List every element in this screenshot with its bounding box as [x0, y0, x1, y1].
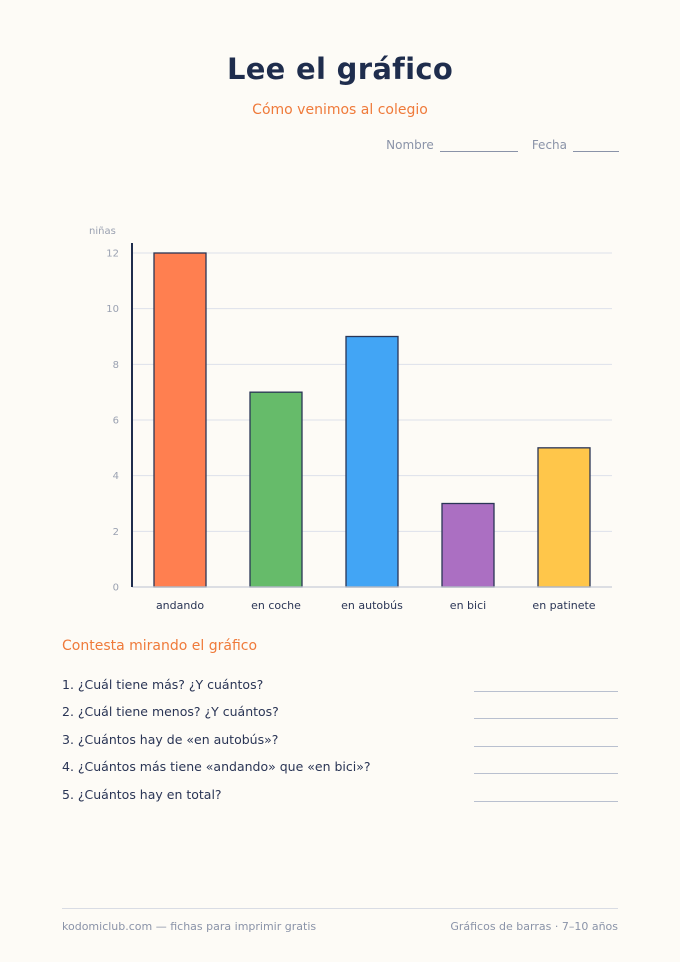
- footer-divider: [62, 908, 618, 909]
- bar-en-patinete: [537, 447, 591, 588]
- footer-right: Gráficos de barras · 7–10 años: [450, 920, 618, 933]
- bar-en-autobús: [345, 335, 399, 588]
- name-label: Nombre: [386, 138, 434, 152]
- bar-chart: niñas 0 2 4 6 8 10 12 andando en coche en autobús e…: [89, 226, 612, 612]
- question-text: 5. ¿Cuántos hay en total?: [62, 786, 222, 802]
- date-label: Fecha: [531, 138, 567, 152]
- x-tick-label: en bici: [450, 599, 486, 612]
- x-tick-label: en patinete: [532, 599, 595, 612]
- answer-field[interactable]: [474, 761, 618, 774]
- y-tick-label: 12: [106, 249, 119, 260]
- y-tick-label: 4: [113, 471, 119, 482]
- answer-field[interactable]: [474, 734, 618, 747]
- x-tick-label: andando: [156, 599, 204, 612]
- bar-en-bici: [441, 502, 495, 588]
- date-field[interactable]: [573, 139, 619, 152]
- answer-field[interactable]: [474, 789, 618, 802]
- question-item: 5. ¿Cuántos hay en total?: [62, 774, 618, 802]
- question-item: 4. ¿Cuántos más tiene «andando» que «en …: [62, 747, 618, 774]
- question-item: 2. ¿Cuál tiene menos? ¿Y cuántos?: [62, 692, 618, 719]
- answer-field[interactable]: [474, 679, 618, 692]
- question-text: 1. ¿Cuál tiene más? ¿Y cuántos?: [62, 676, 264, 692]
- bar-en-coche: [249, 391, 303, 588]
- y-tick-label: 10: [106, 304, 119, 315]
- y-tick-label: 0: [113, 583, 119, 594]
- questions-list: 1. ¿Cuál tiene más? ¿Y cuántos? 2. ¿Cuál …: [62, 664, 618, 802]
- y-tick-label: 2: [113, 527, 119, 538]
- x-tick-label: en coche: [251, 599, 301, 612]
- y-axis-label: niñas: [89, 226, 116, 237]
- x-tick-label: en autobús: [341, 599, 403, 612]
- question-text: 2. ¿Cuál tiene menos? ¿Y cuántos?: [62, 704, 279, 719]
- footer-left: kodomiclub.com — fichas para imprimir gr…: [62, 920, 317, 933]
- question-text: 4. ¿Cuántos más tiene «andando» que «en …: [62, 759, 371, 774]
- name-field[interactable]: [439, 139, 518, 152]
- y-tick-label: 8: [113, 360, 119, 371]
- question-item: 1. ¿Cuál tiene más? ¿Y cuántos?: [62, 664, 618, 692]
- answer-field[interactable]: [474, 706, 618, 719]
- y-tick-label: 6: [113, 416, 119, 427]
- question-item: 3. ¿Cuántos hay de «en autobús»?: [62, 719, 618, 747]
- page-subtitle: Cómo venimos al colegio: [252, 102, 428, 118]
- page-title: Lee el gráfico: [226, 52, 454, 86]
- bar-andando: [153, 252, 207, 588]
- questions-heading: Contesta mirando el gráfico: [62, 638, 258, 654]
- question-text: 3. ¿Cuántos hay de «en autobús»?: [62, 731, 279, 747]
- name-date-fields: Nombre Fecha: [386, 138, 619, 152]
